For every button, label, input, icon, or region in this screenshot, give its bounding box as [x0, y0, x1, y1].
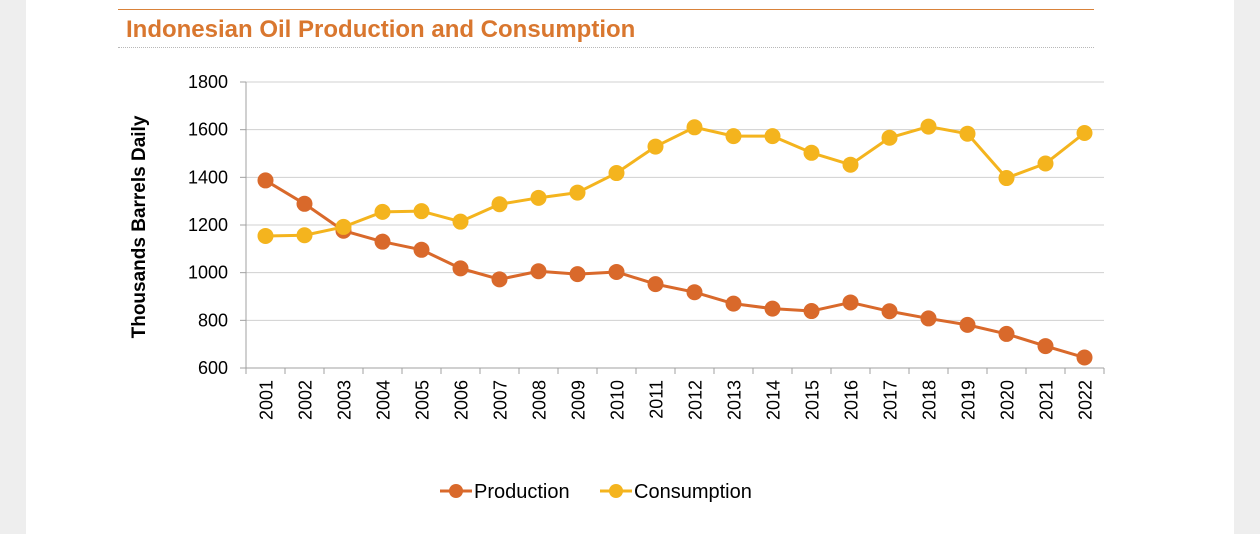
consumption-point-2015 [803, 144, 820, 161]
production-point-2009 [569, 266, 586, 283]
production-point-2013 [725, 295, 742, 312]
legend: Production Consumption [440, 481, 752, 503]
consumption-point-2016 [842, 156, 859, 173]
title-dotted-rule [118, 47, 1094, 48]
x-tick-2022: 2022 [1076, 380, 1096, 420]
consumption-point-2014 [764, 128, 781, 145]
production-point-2006 [452, 260, 469, 277]
consumption-point-2018 [920, 118, 937, 135]
y-tick-1800: 1800 [188, 72, 228, 92]
x-tick-2018: 2018 [920, 380, 940, 420]
consumption-point-2022 [1076, 125, 1093, 142]
legend-swatch-marker [449, 484, 463, 498]
x-tick-2006: 2006 [452, 380, 472, 420]
x-tick-2012: 2012 [686, 380, 706, 420]
y-tick-1000: 1000 [188, 263, 228, 283]
consumption-line [265, 125, 1086, 238]
production-point-2010 [608, 263, 625, 280]
production-point-2018 [920, 310, 937, 327]
legend-label-production: Production [474, 481, 570, 503]
x-tick-2008: 2008 [530, 380, 550, 420]
production-point-2022 [1076, 349, 1093, 366]
x-tick-2002: 2002 [296, 380, 316, 420]
x-tick-2019: 2019 [959, 380, 979, 420]
x-tick-2010: 2010 [608, 380, 628, 420]
x-tick-2004: 2004 [374, 380, 394, 420]
production-point-2012 [686, 284, 703, 301]
consumption-point-2020 [998, 170, 1015, 187]
legend-item-consumption: Consumption [600, 481, 752, 503]
title-top-rule [118, 9, 1094, 10]
gridlines [246, 81, 1104, 321]
series-production [257, 172, 1093, 366]
production-point-2017 [881, 303, 898, 320]
consumption-point-2006 [452, 213, 469, 230]
legend-label-consumption: Consumption [634, 481, 752, 503]
production-point-2001 [257, 172, 274, 189]
consumption-point-2021 [1037, 155, 1054, 172]
x-tick-2015: 2015 [803, 380, 823, 420]
x-tick-2003: 2003 [335, 380, 355, 420]
consumption-point-2013 [725, 128, 742, 145]
x-tick-2001: 2001 [257, 380, 277, 420]
consumption-point-2009 [569, 184, 586, 201]
consumption-point-2003 [335, 218, 352, 235]
x-tick-2016: 2016 [842, 380, 862, 420]
y-tick-1400: 1400 [188, 167, 228, 187]
production-point-2002 [296, 195, 313, 212]
x-tick-2005: 2005 [413, 380, 433, 420]
legend-item-production: Production [440, 481, 570, 503]
production-point-2020 [998, 325, 1015, 342]
production-point-2008 [530, 263, 547, 280]
consumption-point-2002 [296, 227, 313, 244]
x-tick-2014: 2014 [764, 380, 784, 420]
axes [240, 81, 1105, 374]
production-point-2021 [1037, 338, 1054, 355]
consumption-point-2001 [257, 227, 274, 244]
consumption-point-2010 [608, 165, 625, 182]
production-point-2005 [413, 241, 430, 258]
production-point-2019 [959, 316, 976, 333]
y-tick-labels: 600 800 1000 1200 1400 1600 1800 [188, 72, 228, 378]
consumption-point-2008 [530, 189, 547, 206]
x-tick-2017: 2017 [881, 380, 901, 420]
consumption-point-2012 [686, 119, 703, 136]
consumption-point-2007 [491, 196, 508, 213]
y-axis-label: Thousands Barrels Daily [129, 115, 150, 338]
x-tick-2007: 2007 [491, 380, 511, 420]
consumption-point-2017 [881, 129, 898, 146]
x-tick-labels: 2001 2002 2003 2004 2005 2006 2007 2008 2009 2010… [257, 380, 1096, 420]
x-tick-2021: 2021 [1037, 380, 1057, 420]
x-tick-2009: 2009 [569, 380, 589, 420]
consumption-point-2011 [647, 138, 664, 155]
production-point-2004 [374, 233, 391, 250]
y-tick-1200: 1200 [188, 215, 228, 235]
y-tick-600: 600 [198, 358, 228, 378]
y-tick-800: 800 [198, 310, 228, 330]
series-consumption [257, 118, 1093, 244]
legend-swatch-marker [609, 484, 623, 498]
production-line [264, 179, 1085, 359]
series-group [257, 118, 1093, 366]
x-tick-2013: 2013 [725, 380, 745, 420]
chart-title: Indonesian Oil Production and Consumptio… [126, 16, 636, 43]
production-point-2015 [803, 303, 820, 320]
production-point-2016 [842, 294, 859, 311]
x-tick-2020: 2020 [998, 380, 1018, 420]
consumption-point-2004 [374, 203, 391, 220]
consumption-point-2019 [959, 125, 976, 142]
x-tick-2011: 2011 [647, 380, 667, 419]
consumption-point-2005 [413, 203, 430, 220]
production-point-2011 [647, 276, 664, 293]
production-point-2014 [764, 300, 781, 317]
production-point-2007 [491, 271, 508, 288]
document-page [26, 0, 1234, 534]
y-tick-1600: 1600 [188, 120, 228, 140]
